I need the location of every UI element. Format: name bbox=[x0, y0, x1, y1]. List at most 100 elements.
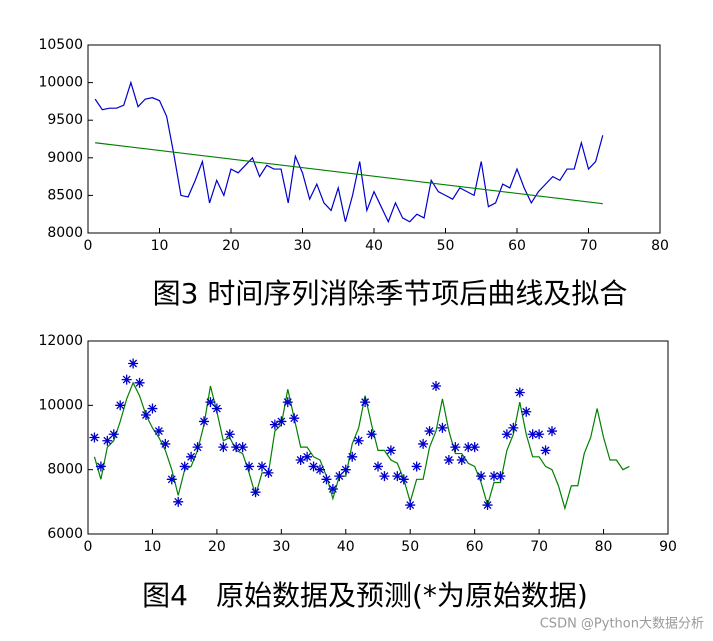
star-marker bbox=[327, 483, 338, 494]
plot-frame bbox=[87, 44, 661, 234]
star-marker bbox=[450, 442, 461, 453]
star-marker bbox=[282, 397, 293, 408]
star-marker bbox=[476, 471, 487, 482]
star-marker bbox=[108, 429, 119, 440]
star-marker bbox=[115, 400, 126, 411]
star-marker bbox=[366, 429, 377, 440]
star-marker bbox=[521, 406, 532, 417]
star-marker bbox=[102, 435, 113, 446]
star-marker bbox=[501, 429, 512, 440]
y-tick-label: 9500 bbox=[47, 112, 83, 128]
y-tick-label: 10500 bbox=[38, 37, 83, 53]
star-marker bbox=[398, 474, 409, 485]
watermark: CSDN @Python大数据分析 bbox=[540, 617, 704, 632]
x-tick-label: 10 bbox=[144, 539, 162, 555]
star-marker bbox=[302, 451, 313, 462]
star-marker bbox=[192, 442, 203, 453]
star-marker bbox=[540, 445, 551, 456]
star-marker bbox=[334, 471, 345, 482]
star-marker bbox=[211, 403, 222, 414]
y-tick-label: 10000 bbox=[38, 75, 83, 91]
x-tick-label: 50 bbox=[401, 539, 419, 555]
y-tick-label: 9000 bbox=[47, 150, 83, 166]
x-tick-label: 60 bbox=[508, 238, 526, 254]
star-marker bbox=[244, 461, 255, 472]
star-marker bbox=[308, 461, 319, 472]
star-marker bbox=[224, 429, 235, 440]
series-line bbox=[93, 381, 630, 511]
star-marker bbox=[231, 442, 242, 453]
star-marker bbox=[527, 429, 538, 440]
x-tick-label: 40 bbox=[365, 238, 383, 254]
star-marker bbox=[218, 442, 229, 453]
star-marker bbox=[95, 461, 106, 472]
star-marker bbox=[257, 461, 267, 472]
star-marker bbox=[443, 455, 454, 466]
star-marker bbox=[289, 413, 300, 424]
star-marker bbox=[179, 461, 190, 472]
star-marker bbox=[385, 445, 396, 456]
star-marker bbox=[128, 358, 139, 369]
star-marker bbox=[186, 451, 197, 462]
y-tick-label: 8500 bbox=[47, 187, 83, 203]
star-marker bbox=[89, 432, 100, 443]
series-line bbox=[95, 142, 603, 205]
x-tick-label: 20 bbox=[222, 238, 240, 254]
star-marker bbox=[405, 500, 416, 511]
star-marker bbox=[199, 416, 209, 427]
star-marker bbox=[160, 438, 171, 449]
star-marker bbox=[295, 455, 306, 466]
star-marker bbox=[269, 419, 280, 430]
star-marker bbox=[347, 451, 358, 462]
star-marker bbox=[547, 426, 557, 437]
star-marker bbox=[437, 422, 448, 433]
caption: 图4 原始数据及预测(*为原始数据) bbox=[142, 579, 588, 612]
star-marker bbox=[250, 487, 261, 498]
star-marker bbox=[534, 429, 545, 440]
star-marker bbox=[482, 500, 493, 511]
y-tick-label: 8000 bbox=[47, 462, 83, 478]
star-marker bbox=[205, 397, 216, 408]
star-marker bbox=[418, 438, 429, 449]
x-tick-label: 0 bbox=[84, 238, 93, 254]
star-marker bbox=[456, 455, 467, 466]
star-marker bbox=[514, 387, 525, 398]
x-tick-label: 10 bbox=[151, 238, 169, 254]
star-marker bbox=[489, 471, 499, 482]
y-tick-label: 6000 bbox=[47, 526, 83, 542]
x-tick-label: 30 bbox=[294, 238, 312, 254]
star-marker bbox=[315, 464, 325, 475]
y-tick-label: 12000 bbox=[38, 333, 83, 349]
star-marker bbox=[431, 381, 441, 392]
star-marker bbox=[147, 403, 158, 414]
x-tick-label: 80 bbox=[651, 238, 669, 254]
star-marker bbox=[373, 461, 383, 472]
x-tick-label: 70 bbox=[530, 539, 548, 555]
x-tick-label: 50 bbox=[437, 238, 455, 254]
star-marker bbox=[353, 435, 364, 446]
star-marker bbox=[276, 416, 287, 427]
star-marker bbox=[166, 474, 177, 485]
star-marker bbox=[508, 422, 519, 433]
star-marker bbox=[173, 496, 184, 507]
x-tick-label: 40 bbox=[337, 539, 355, 555]
star-marker bbox=[360, 397, 371, 408]
star-marker bbox=[263, 467, 274, 478]
star-marker bbox=[134, 377, 145, 388]
y-tick-label: 10000 bbox=[38, 397, 83, 413]
star-marker bbox=[424, 426, 435, 437]
star-marker bbox=[379, 471, 390, 482]
star-marker bbox=[469, 442, 480, 453]
star-marker bbox=[340, 464, 351, 475]
star-marker bbox=[392, 471, 403, 482]
y-tick-label: 8000 bbox=[47, 225, 83, 241]
star-marker bbox=[141, 409, 151, 420]
caption: 图3 时间序列消除季节项后曲线及拟合 bbox=[153, 277, 628, 310]
star-marker bbox=[153, 426, 164, 437]
star-marker bbox=[411, 461, 422, 472]
x-tick-label: 70 bbox=[580, 238, 598, 254]
star-marker bbox=[495, 471, 506, 482]
series-line bbox=[94, 80, 604, 224]
